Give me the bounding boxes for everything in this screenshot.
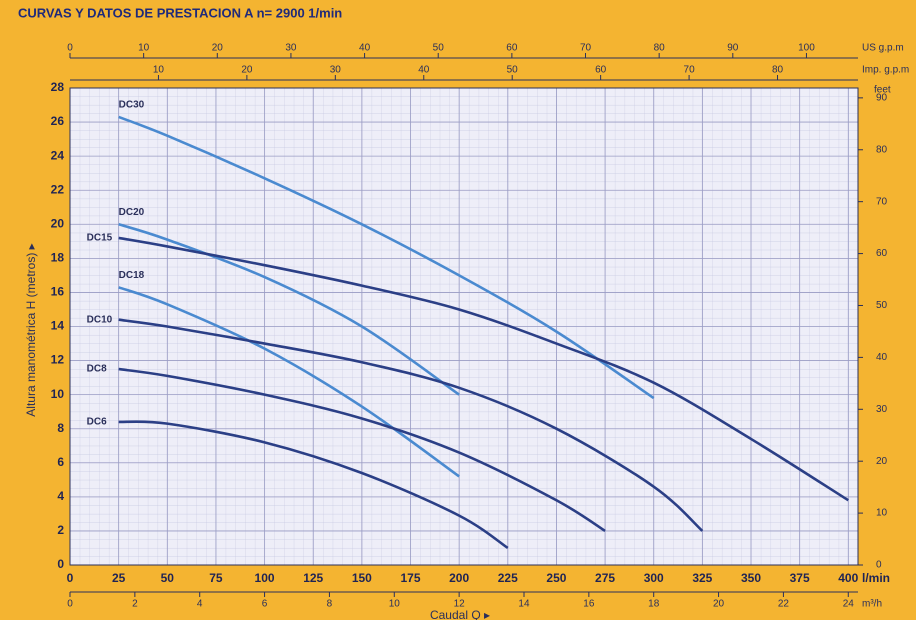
y2-tick-label: 50 <box>876 300 888 311</box>
secondary-tick-label: 0 <box>67 599 73 610</box>
secondary-tick-label: 100 <box>798 43 815 54</box>
secondary-tick-label: 60 <box>506 43 518 54</box>
x-tick-label: 200 <box>449 571 469 585</box>
secondary-tick-label: 14 <box>518 599 530 610</box>
y-tick-label: 28 <box>51 80 65 94</box>
secondary-tick-label: 4 <box>197 599 203 610</box>
x-tick-label: 225 <box>498 571 518 585</box>
x-tick-label: 375 <box>790 571 810 585</box>
y2-tick-label: 20 <box>876 456 888 467</box>
y2-tick-label: 60 <box>876 248 888 259</box>
secondary-tick-label: 60 <box>595 65 607 76</box>
x-tick-label: 150 <box>352 571 372 585</box>
y-tick-label: 6 <box>57 455 64 469</box>
y2-tick-label: 0 <box>876 560 882 571</box>
secondary-tick-label: 50 <box>507 65 519 76</box>
curve <box>118 318 704 532</box>
y2-tick-label: 30 <box>876 404 888 415</box>
y-axis-label: Altura manométrica H (metros) ▸ <box>24 243 38 416</box>
curve <box>118 115 655 400</box>
x-tick-label: 275 <box>595 571 615 585</box>
y-tick-label: 0 <box>57 557 64 571</box>
secondary-tick-label: 80 <box>772 65 784 76</box>
secondary-tick-label: 18 <box>648 599 660 610</box>
secondary-tick-label: 22 <box>778 599 790 610</box>
x-tick-label: 350 <box>741 571 761 585</box>
curve <box>118 367 606 533</box>
secondary-tick-label: 6 <box>262 599 268 610</box>
secondary-tick-label: 40 <box>359 43 371 54</box>
y-tick-label: 12 <box>51 353 65 367</box>
curve-label: DC10 <box>87 314 113 325</box>
secondary-tick-label: 10 <box>138 43 150 54</box>
y-tick-label: 20 <box>51 216 65 230</box>
x-tick-label: 300 <box>644 571 664 585</box>
curve-label: DC20 <box>119 207 145 218</box>
secondary-unit: m³/h <box>862 599 882 610</box>
secondary-tick-label: 8 <box>327 599 333 610</box>
y-tick-label: 24 <box>51 148 65 162</box>
curve-label: DC30 <box>119 100 145 111</box>
y-tick-label: 4 <box>57 489 64 503</box>
curve <box>118 286 460 478</box>
secondary-tick-label: 20 <box>212 43 224 54</box>
y-tick-label: 26 <box>51 114 65 128</box>
secondary-tick-label: 0 <box>67 43 73 54</box>
secondary-tick-label: 70 <box>580 43 592 54</box>
secondary-tick-label: 10 <box>389 599 401 610</box>
y2-tick-label: 10 <box>876 508 888 519</box>
x-tick-label: 50 <box>161 571 175 585</box>
y-tick-label: 8 <box>57 421 64 435</box>
y-tick-label: 14 <box>51 319 65 333</box>
secondary-tick-label: 16 <box>583 599 595 610</box>
y2-unit: feet <box>874 85 891 96</box>
y2-tick-label: 40 <box>876 352 888 363</box>
x-tick-label: 175 <box>400 571 420 585</box>
x-axis-label: Caudal Q ▸ <box>430 608 490 620</box>
secondary-tick-label: 12 <box>454 599 466 610</box>
curve <box>118 223 460 396</box>
curve <box>118 236 849 502</box>
secondary-tick-label: 90 <box>727 43 739 54</box>
secondary-unit: Imp. g.p.m <box>862 65 909 76</box>
secondary-tick-label: 40 <box>418 65 430 76</box>
x-tick-label: 325 <box>692 571 712 585</box>
x-tick-label: 75 <box>209 571 223 585</box>
secondary-tick-label: 70 <box>684 65 696 76</box>
chart-title: CURVAS Y DATOS DE PRESTACION A n= 2900 1… <box>18 5 342 20</box>
y2-tick-label: 70 <box>876 196 888 207</box>
x-tick-label: 0 <box>67 571 74 585</box>
secondary-tick-label: 80 <box>654 43 666 54</box>
secondary-unit: US g.p.m <box>862 43 904 54</box>
curve-label: DC15 <box>87 233 113 244</box>
secondary-tick-label: 50 <box>433 43 445 54</box>
curve-label: DC8 <box>87 364 107 375</box>
y-tick-label: 16 <box>51 285 65 299</box>
secondary-tick-label: 2 <box>132 599 138 610</box>
secondary-tick-label: 20 <box>241 65 253 76</box>
y-tick-label: 10 <box>51 387 65 401</box>
secondary-tick-label: 30 <box>285 43 297 54</box>
curve-label: DC18 <box>119 270 145 281</box>
y-tick-label: 22 <box>51 182 65 196</box>
y-tick-label: 2 <box>57 523 64 537</box>
secondary-tick-label: 10 <box>153 65 165 76</box>
y-tick-label: 18 <box>51 251 65 265</box>
y2-tick-label: 80 <box>876 144 888 155</box>
x-tick-label: 400 <box>838 571 858 585</box>
secondary-tick-label: 20 <box>713 599 725 610</box>
x-tick-label: 250 <box>546 571 566 585</box>
curve-label: DC6 <box>87 417 107 428</box>
secondary-tick-label: 30 <box>330 65 342 76</box>
x-tick-label: 25 <box>112 571 126 585</box>
x-tick-label: 125 <box>303 571 323 585</box>
x-unit: l/min <box>862 571 890 585</box>
secondary-tick-label: 24 <box>843 599 855 610</box>
x-tick-label: 100 <box>255 571 275 585</box>
y2-tick-label: 90 <box>876 93 888 104</box>
curve <box>118 420 509 550</box>
plot-frame <box>69 87 859 566</box>
